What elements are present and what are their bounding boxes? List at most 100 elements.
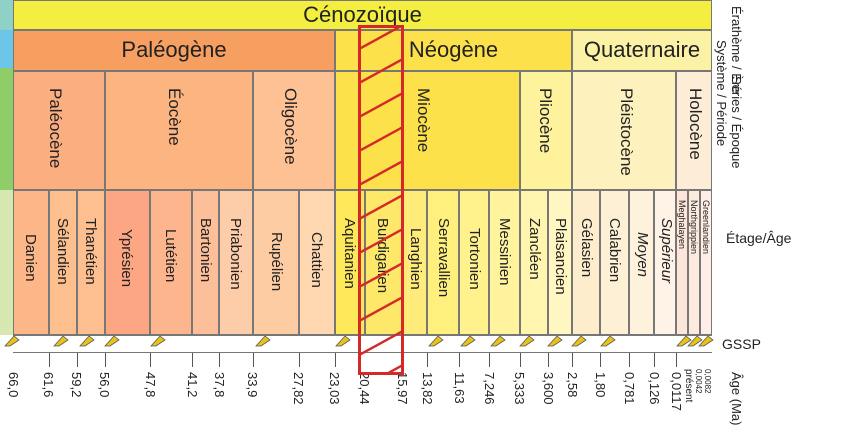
age-label: 33,9 [245,372,260,398]
gssp-spike-icon [104,335,120,347]
stage-danien-band [13,190,49,335]
boundary-tick [219,353,220,367]
system-neogene-band [335,30,572,71]
series-pleistocene-label: Pléistocène [617,88,636,176]
stage-serravallien-label: Serravallien [435,218,452,298]
age-label: 0,0117 [669,372,684,411]
stage-selandien-label: Sélandien [54,218,71,285]
boundary-tick [49,353,50,367]
gssp-spike-icon [698,335,714,347]
boundary-tick [105,353,106,367]
boundary-tick [253,353,254,367]
stage-plaisancien-label: Plaisancien [552,218,569,295]
system-quaternaire-label: Quaternaire [583,37,701,62]
age-label: 13,82 [420,372,435,405]
series-eocene-label: Éocène [165,88,184,146]
stage-zancleen-label: Zancléen [526,218,543,280]
series-eocene-band [105,71,253,190]
stage-lutetien-label: Lutétien [162,229,179,283]
age-label: 56,0 [97,372,112,398]
left-edge-green [0,68,13,190]
boundary-tick [77,353,78,367]
boundary-tick [489,353,490,367]
gssp-spike-icon [428,335,444,347]
gssp-spike-icon [79,335,95,347]
stage-ypresien-band [105,190,150,335]
stage-northgrippien-label: Northgrippien [689,200,699,255]
stage-aquitanien-label: Aquitanien [341,218,358,289]
series-oligocene-label: Oligocène [281,88,300,165]
stage-rupelien-label: Rupélien [268,232,285,292]
series-miocene-label: Miocène [414,88,433,153]
gssp-spike-icon [53,335,69,347]
stage-selandien-band [49,190,77,335]
burdigalien-highlight [358,25,404,375]
stage-chattien-band [299,190,335,335]
stage-messinien-band [489,190,520,335]
series-oligocene-band [253,71,335,190]
age-label: 11,63 [452,372,467,404]
stage-calabrien-band [600,190,629,335]
stage-langhien-band [403,190,427,335]
system-paleogene-band [13,30,335,71]
stage-zancleen-band [520,190,548,335]
stage-greenlandien-band [700,190,712,335]
age-label-small: 0,0082 [703,369,712,394]
boundary-tick [520,353,521,367]
stage-greenlandien-label: Greenlandien [701,200,711,255]
era-cenozoic-label: Cénozoïque [303,2,422,27]
gssp-spike-icon [335,335,351,347]
stage-northgrippien-band [688,190,700,335]
age-label: 0,126 [647,372,662,405]
stage-moyen-label: Moyen [634,232,651,278]
gssp-spike-icon [4,335,20,347]
boundary-tick [299,353,300,367]
stage-superieur-label: Supérieur [658,218,675,284]
stage-meghalayen-label: Meghalayen [677,200,687,250]
series-pliocene-label: Pliocène [536,88,555,154]
gssp-spike-icon [676,335,692,347]
boundary-tick [335,353,336,367]
gssp-spike-icon [519,335,535,347]
stage-meghalayen-band [676,190,688,335]
age-label: 37,8 [212,372,227,398]
series-paleocene-band [13,71,105,190]
stage-tortonien-label: Tortonien [466,228,483,290]
series-holocene-label: Holocène [686,88,705,160]
age-label: 66,0 [6,372,21,398]
left-edge-lightgreen [0,190,13,335]
gssp-spike-icon [255,335,271,347]
stage-moyen-band [629,190,654,335]
stage-plaisancien-band [548,190,572,335]
age-label: 5,333 [512,372,527,405]
boundary-tick [629,353,630,367]
stage-ypresien-label: Yprésien [118,229,135,288]
row-label-age: Âge (Ma) [729,372,744,426]
age-label: 0,781 [622,372,637,405]
age-label: 20,44 [357,372,372,405]
boundary-tick [654,353,655,367]
gssp-spike-icon [571,335,587,347]
stage-thanetien-label: Thanétien [82,218,99,285]
gssp-spike-icon [687,335,703,347]
boundary-tick [676,353,677,367]
stage-lutetien-band [150,190,192,335]
series-pliocene-band [520,71,572,190]
age-label: 15,97 [395,372,410,405]
boundary-tick [572,353,573,367]
series-holocene-band [676,71,712,190]
stage-danien-label: Danien [22,234,39,282]
system-quaternaire-band [572,30,712,71]
gssp-spike-icon [547,335,563,347]
age-label: 27,82 [291,372,306,405]
age-label-present: présent [683,369,694,403]
row-label-system: Système / Période [714,40,729,147]
stage-gelasien-label: Gélasien [578,218,595,278]
gssp-spike-icon [150,335,166,347]
age-label: 23,03 [327,372,342,405]
boundary-tick [600,353,601,367]
stage-priabonien-band [219,190,253,335]
stage-messinien-label: Messinien [496,218,513,286]
stage-serravallien-band [427,190,459,335]
stage-gelasien-band [572,190,600,335]
